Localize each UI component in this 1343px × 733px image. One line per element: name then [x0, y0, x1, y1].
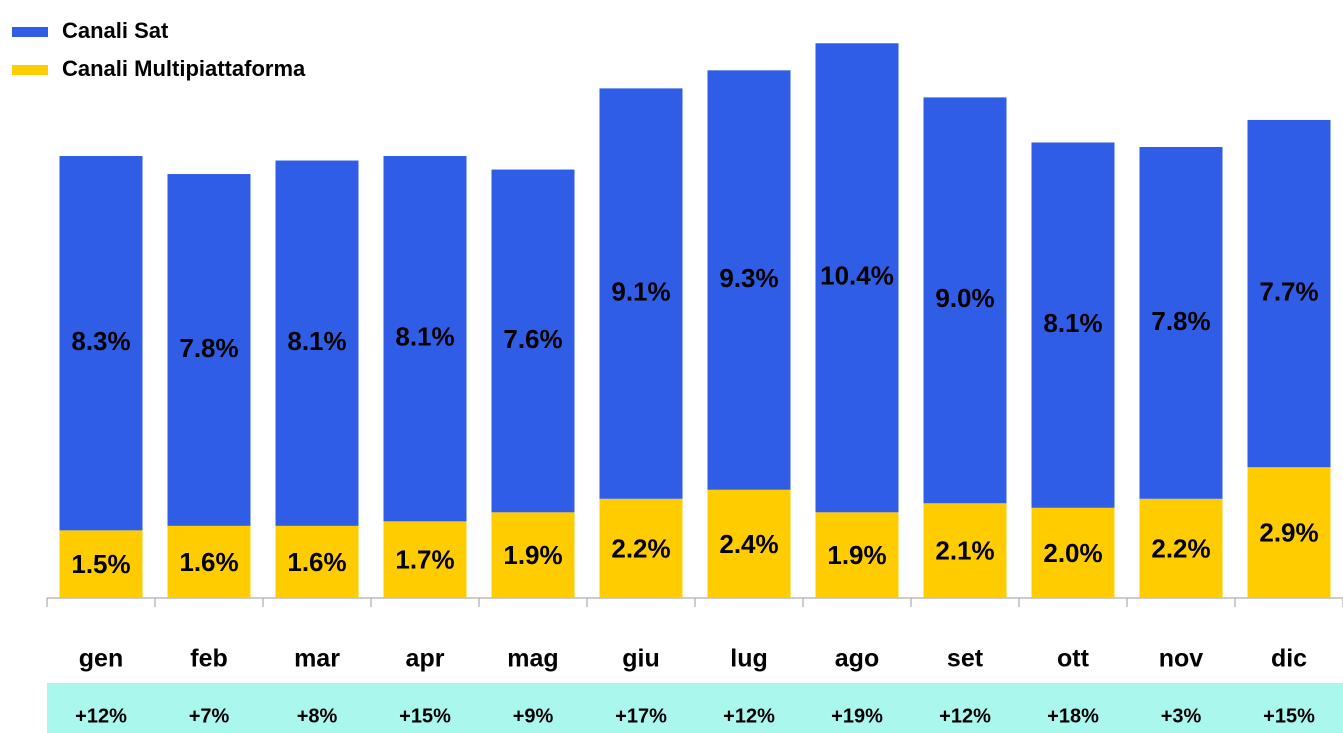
bar-segment	[1247, 467, 1331, 598]
x-tick-label: set	[947, 645, 984, 673]
value-label: 8.3%	[71, 326, 130, 356]
bar-segment	[599, 88, 683, 499]
growth-label: +12%	[723, 705, 775, 727]
value-label: 7.8%	[1151, 306, 1210, 336]
bar-segment	[491, 169, 575, 513]
bar-segment	[383, 156, 467, 522]
bar-segment	[59, 530, 143, 598]
bar-segment	[599, 498, 683, 598]
bar-segment	[707, 70, 791, 490]
growth-label: +7%	[189, 705, 230, 727]
bar-segment	[383, 521, 467, 598]
legend-swatch	[12, 65, 48, 75]
growth-band	[47, 683, 1343, 733]
legend-label: Canali Sat	[62, 18, 169, 43]
x-tick-label: dic	[1271, 645, 1307, 673]
growth-label: +12%	[939, 705, 991, 727]
value-label: 8.1%	[287, 326, 346, 356]
bar-segment	[1031, 142, 1115, 508]
value-label: 7.6%	[503, 324, 562, 354]
bar-segment	[707, 489, 791, 598]
bar-segment	[59, 156, 143, 531]
value-label: 2.1%	[935, 536, 994, 566]
bar-segment	[1247, 119, 1331, 468]
bar-segment	[275, 525, 359, 598]
value-label: 7.8%	[179, 333, 238, 363]
value-label: 8.1%	[395, 322, 454, 352]
growth-label: +19%	[831, 705, 883, 727]
x-tick-label: feb	[190, 645, 228, 673]
value-label: 1.7%	[395, 545, 454, 575]
growth-label: +15%	[1263, 705, 1315, 727]
bar-segment	[1139, 498, 1223, 598]
value-label: 9.0%	[935, 283, 994, 313]
growth-label: +12%	[75, 705, 127, 727]
growth-label: +3%	[1161, 705, 1202, 727]
legend-label: Canali Multipiattaforma	[62, 56, 306, 81]
bar-segment	[491, 512, 575, 598]
value-label: 1.6%	[287, 547, 346, 577]
bar-segment	[815, 43, 899, 513]
growth-label: +15%	[399, 705, 451, 727]
growth-label: +18%	[1047, 705, 1099, 727]
value-label: 2.2%	[1151, 533, 1210, 563]
value-label: 2.4%	[719, 529, 778, 559]
x-tick-label: giu	[622, 645, 660, 673]
value-label: 9.3%	[719, 263, 778, 293]
bar-segment	[167, 525, 251, 598]
bar-segment	[923, 503, 1007, 598]
bar-segment	[167, 174, 251, 526]
x-tick-label: nov	[1159, 645, 1204, 673]
growth-label: +9%	[513, 705, 554, 727]
bar-segment	[923, 97, 1007, 504]
value-label: 2.2%	[611, 533, 670, 563]
x-tick-label: lug	[730, 645, 768, 673]
value-label: 1.5%	[71, 549, 130, 579]
x-tick-label: apr	[406, 645, 445, 673]
bar-segment	[1031, 507, 1115, 598]
value-label: 10.4%	[820, 261, 894, 291]
x-tick-label: ott	[1057, 645, 1090, 673]
x-tick-label: ago	[835, 645, 879, 673]
bar-segment	[275, 160, 359, 526]
value-label: 9.1%	[611, 276, 670, 306]
value-label: 2.0%	[1043, 538, 1102, 568]
growth-label: +17%	[615, 705, 667, 727]
x-tick-label: mag	[507, 645, 558, 673]
x-tick-label: mar	[294, 645, 340, 673]
value-label: 1.6%	[179, 547, 238, 577]
legend-swatch	[12, 27, 48, 37]
bar-segment	[815, 512, 899, 598]
growth-label: +8%	[297, 705, 338, 727]
bar-segment	[1139, 147, 1223, 499]
value-label: 1.9%	[503, 540, 562, 570]
value-label: 8.1%	[1043, 308, 1102, 338]
x-tick-label: gen	[79, 645, 123, 673]
value-label: 1.9%	[827, 540, 886, 570]
value-label: 2.9%	[1259, 517, 1318, 547]
value-label: 7.7%	[1259, 276, 1318, 306]
